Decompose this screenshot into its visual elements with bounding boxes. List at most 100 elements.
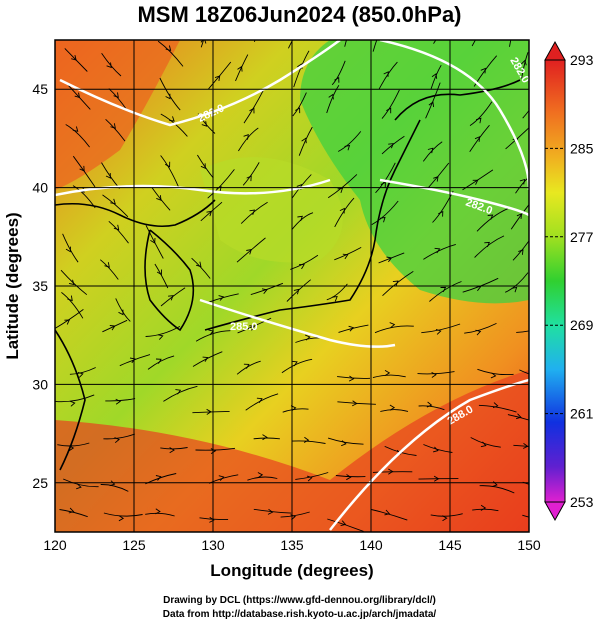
streamline [430, 513, 463, 517]
streamline-arrow [175, 389, 182, 395]
streamline-arrow [79, 165, 85, 172]
streamline [240, 201, 268, 224]
colorbar-tick-label: 261 [570, 406, 594, 422]
streamline-arrow [157, 334, 164, 340]
streamline-arrow [246, 175, 252, 182]
streamline-arrow [109, 480, 116, 487]
streamline-arrow [328, 93, 334, 100]
streamline-arrow [68, 279, 75, 286]
y-tick-label: 25 [32, 475, 48, 491]
streamline [380, 409, 409, 412]
streamline-arrow [380, 181, 386, 188]
streamline-arrow [426, 401, 433, 408]
streamline [421, 323, 461, 334]
streamline-arrow [164, 161, 171, 168]
y-axis-label: Latitude (degrees) [3, 212, 22, 359]
streamline-arrow [68, 507, 75, 514]
streamline [191, 257, 211, 279]
streamline-arrow [522, 443, 529, 449]
streamline-arrow [487, 214, 494, 220]
streamline-arrow [243, 134, 249, 140]
streamline-arrow [532, 375, 537, 380]
cool-region-center [200, 157, 343, 263]
x-tick-label: 150 [517, 537, 541, 553]
streamline [371, 200, 399, 225]
streamline [103, 433, 135, 440]
colorbar: 293 285 277 269 261 253 [544, 40, 594, 522]
streamline-arrow [297, 215, 303, 222]
streamline-arrow [118, 515, 125, 522]
streamline-arrow [433, 475, 440, 482]
streamline-arrow [155, 508, 161, 515]
streamline [477, 368, 514, 376]
streamline [472, 508, 499, 512]
streamline-arrow [67, 295, 73, 302]
streamline [200, 40, 204, 48]
streamline [418, 405, 445, 411]
streamline-arrow [303, 436, 310, 443]
colorbar-gradient [544, 59, 566, 503]
streamline [242, 162, 260, 186]
streamline-arrow [71, 54, 77, 61]
streamline-arrow [249, 209, 256, 215]
streamline [281, 358, 313, 374]
x-tick-label: 120 [43, 537, 67, 553]
streamline-arrow [306, 475, 313, 482]
colorbar-tick-label: 293 [570, 52, 594, 68]
streamline-arrow [261, 288, 268, 294]
streamline-arrow [110, 198, 116, 205]
streamline [105, 118, 126, 142]
cool-region-northeast [300, 40, 529, 304]
streamline [247, 476, 278, 481]
streamline [147, 355, 175, 370]
streamline-arrow [389, 322, 396, 329]
streamline [295, 472, 329, 480]
plot-frame [54, 39, 530, 533]
streamline-arrow [258, 21, 263, 26]
streamline-arrow [249, 107, 255, 114]
streamline [108, 220, 129, 244]
streamline [464, 322, 497, 334]
streamline [429, 281, 462, 302]
colorbar-tick-label: 277 [570, 229, 594, 245]
streamline-arrow [293, 288, 300, 295]
streamline [160, 447, 188, 450]
streamline [55, 309, 84, 329]
streamline-arrow [65, 246, 71, 253]
streamline-arrow [76, 483, 82, 490]
streamline-arrow [206, 408, 212, 415]
streamline-arrow [299, 263, 305, 270]
streamline-arrow [433, 176, 439, 182]
streamline-arrow [511, 286, 518, 293]
colorbar-top-arrow [544, 40, 566, 61]
streamline-arrow [218, 295, 225, 301]
streamline [236, 360, 261, 375]
streamline [65, 124, 90, 148]
credit-line-drawing: Drawing by DCL (https://www.gfd-dennou.o… [163, 595, 436, 606]
streamline-arrow [388, 143, 394, 149]
x-tick-label: 125 [122, 537, 146, 553]
streamline-arrow [69, 400, 76, 407]
streamline-arrow [150, 237, 156, 244]
streamline-arrow [388, 468, 394, 475]
streamline [100, 259, 119, 280]
streamline-arrow [520, 59, 527, 66]
streamline-arrow [257, 472, 264, 478]
streamline-arrow [64, 319, 71, 325]
streamline-arrow [115, 398, 122, 405]
streamline-arrow [434, 247, 441, 254]
streamline-arrow [379, 216, 386, 223]
streamline-arrow [529, 330, 534, 335]
streamline-arrow [438, 210, 444, 217]
streamline-arrow [427, 147, 434, 154]
streamline-arrow [351, 400, 358, 407]
streamline-arrow [509, 33, 514, 38]
streamline [469, 101, 493, 126]
streamline [59, 509, 88, 518]
credit-line-data: Data from http://database.rish.kyoto-u.a… [162, 609, 437, 620]
streamline [103, 512, 143, 517]
colorbar-bottom-arrow [544, 501, 566, 522]
streamline-arrow [237, 65, 243, 72]
streamline [516, 330, 529, 333]
streamline-arrow [440, 286, 447, 293]
